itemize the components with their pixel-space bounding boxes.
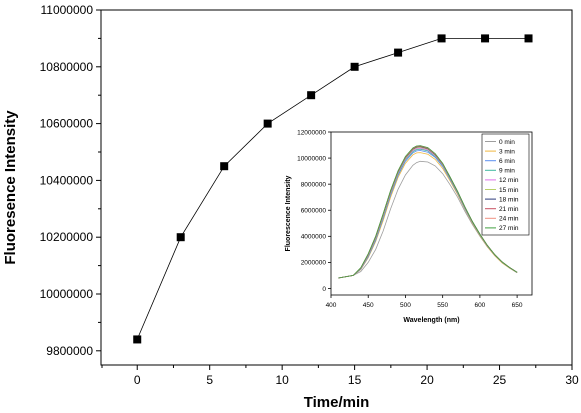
main-y-axis-title: Fluoresence Intensity (2, 110, 19, 265)
main-x-tick-label: 15 (348, 373, 362, 387)
inset-legend-label: 3 min (499, 148, 515, 155)
main-y-tick-label: 10400000 (40, 173, 94, 187)
main-y-tick-label: 10800000 (40, 60, 94, 74)
inset-legend-label: 24 min (499, 216, 519, 223)
inset-x-axis: 400 450 500 550 600 650 (326, 295, 523, 309)
main-y-axis: 9800000 10000000 10200000 10400000 10600000 1… (40, 3, 101, 358)
main-y-tick-label: 10600000 (40, 117, 94, 131)
main-series-line (136, 38, 529, 340)
main-data-point (220, 162, 229, 171)
main-data-point (263, 119, 272, 128)
main-x-axis: 0 5 10 15 20 25 30 (101, 365, 579, 387)
main-y-tick-label: 10000000 (40, 287, 94, 301)
inset-y-tick-label: 2000000 (301, 260, 327, 267)
inset-chart: 400 450 500 550 600 650 0 2000000 4000000 600000… (282, 124, 540, 330)
main-x-tick-label: 30 (565, 373, 579, 387)
inset-legend-label: 27 min (499, 225, 519, 232)
inset-y-tick-label: 10000000 (297, 155, 326, 162)
main-data-point (350, 62, 359, 71)
inset-series-line (338, 145, 518, 279)
inset-legend-label: 9 min (499, 168, 515, 175)
main-x-tick-label: 20 (420, 373, 434, 387)
inset-x-tick-label: 400 (326, 302, 337, 309)
main-chart: 0 5 10 15 20 25 30 9800000 10000000 10200000 1040… (2, 3, 579, 411)
inset-legend-label: 12 min (499, 177, 519, 184)
inset-legend-label: 0 min (499, 139, 515, 146)
inset-x-tick-label: 600 (474, 302, 485, 309)
inset-series-lines (338, 145, 518, 279)
inset-x-tick-label: 650 (512, 302, 523, 309)
main-series-markers (133, 34, 533, 344)
main-y-tick-label: 9800000 (46, 344, 93, 358)
main-data-point (394, 48, 403, 57)
inset-y-axis-title: Fluorescence Intensity (285, 175, 292, 251)
main-data-point (307, 91, 316, 100)
inset-legend-label: 15 min (499, 187, 519, 194)
inset-legend: 0 min 3 min 6 min 9 min 12 min 15 min 18 min 21… (481, 133, 530, 236)
inset-x-tick-label: 450 (363, 302, 374, 309)
main-x-tick-label: 25 (493, 373, 507, 387)
inset-x-axis-title: Wavelength (nm) (403, 317, 459, 324)
main-plot-frame (100, 9, 573, 366)
inset-x-tick-label: 500 (400, 302, 411, 309)
main-y-tick-label: 11000000 (41, 3, 94, 17)
inset-y-tick-label: 4000000 (301, 234, 327, 241)
main-x-tick-label: 10 (275, 373, 289, 387)
inset-y-tick-label: 0 (322, 286, 326, 293)
main-data-point (133, 335, 142, 344)
inset-x-tick-label: 550 (437, 302, 448, 309)
inset-legend-label: 21 min (499, 206, 519, 213)
main-y-tick-label: 10200000 (40, 230, 94, 244)
main-x-tick-label: 0 (134, 373, 141, 387)
main-data-point (524, 34, 533, 43)
main-data-point (437, 34, 446, 43)
inset-plot-frame (330, 131, 533, 296)
inset-y-tick-label: 8000000 (301, 181, 327, 188)
inset-y-tick-label: 12000000 (297, 129, 326, 136)
main-x-axis-title: Time/min (304, 394, 370, 411)
inset-legend-label: 18 min (499, 196, 519, 203)
main-x-tick-label: 5 (206, 373, 213, 387)
inset-series-line (338, 152, 518, 279)
inset-y-axis: 0 2000000 4000000 6000000 8000000 10000000 120… (297, 129, 331, 293)
main-data-point (176, 233, 185, 242)
main-data-point (481, 34, 490, 43)
inset-y-tick-label: 6000000 (301, 208, 327, 215)
inset-legend-label: 6 min (499, 158, 515, 165)
